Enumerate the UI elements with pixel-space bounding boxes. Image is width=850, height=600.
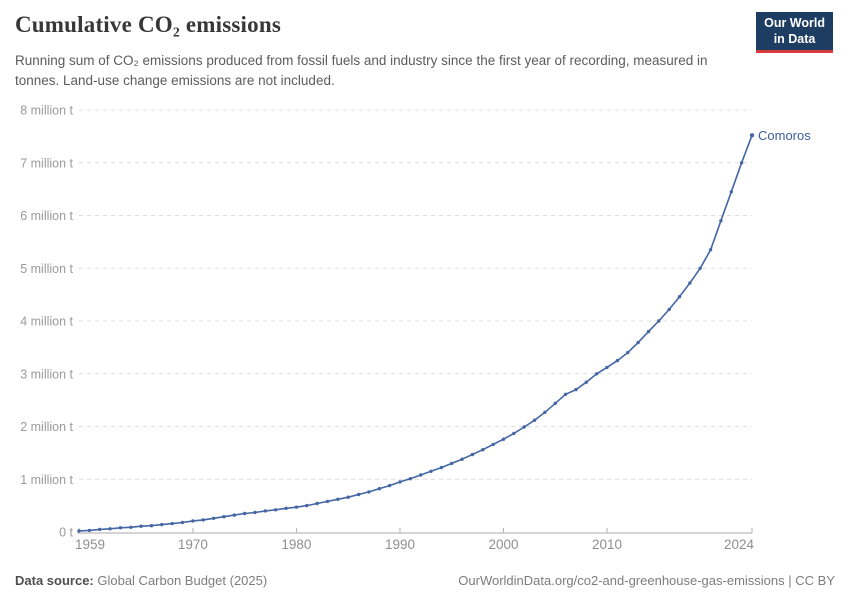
y-axis-label: 7 million t [20, 156, 73, 170]
data-point[interactable] [315, 501, 319, 506]
owid-logo-line1: Our World [764, 16, 825, 30]
x-axis-label: 1970 [178, 537, 208, 552]
data-point[interactable] [170, 521, 174, 526]
x-axis-label: 1980 [281, 537, 311, 552]
data-point[interactable] [367, 490, 371, 494]
data-point[interactable] [325, 499, 330, 504]
data-point[interactable] [626, 350, 630, 355]
data-point[interactable] [574, 387, 578, 392]
data-point[interactable] [263, 509, 268, 513]
data-point[interactable] [253, 510, 257, 515]
data-point[interactable] [222, 515, 226, 519]
y-axis-label: 1 million t [20, 473, 73, 487]
data-point[interactable] [346, 495, 350, 499]
chart-title: Cumulative CO₂ emissions [15, 12, 281, 37]
data-point[interactable] [305, 503, 309, 508]
y-axis-label: 5 million t [20, 262, 73, 276]
chart-subtitle: Running sum of CO₂ emissions produced fr… [15, 53, 708, 88]
y-axis-label: 0 t [59, 526, 73, 540]
data-point[interactable] [491, 442, 495, 447]
data-point[interactable] [501, 437, 506, 441]
data-point[interactable] [356, 492, 361, 497]
data-point[interactable] [739, 161, 744, 165]
data-point[interactable] [377, 487, 381, 491]
entity-label-comoros[interactable]: Comoros [758, 128, 811, 143]
data-point[interactable] [646, 329, 651, 334]
data-point[interactable] [719, 219, 723, 223]
x-axis-label: 2000 [488, 537, 518, 552]
y-axis-label: 3 million t [20, 367, 73, 381]
data-point[interactable] [139, 524, 143, 528]
footer-credit: OurWorldinData.org/co2-and-greenhouse-ga… [458, 573, 835, 588]
data-point[interactable] [336, 497, 340, 501]
data-point[interactable] [532, 418, 537, 422]
data-point[interactable] [605, 365, 609, 370]
footer-credit-link[interactable]: OurWorldinData.org/co2-and-greenhouse-ga… [458, 573, 785, 588]
series-line-comoros[interactable] [78, 135, 753, 532]
data-point[interactable] [191, 519, 195, 523]
data-point[interactable] [294, 505, 299, 509]
data-point[interactable] [450, 461, 454, 466]
data-point[interactable] [563, 392, 568, 396]
data-point[interactable] [688, 281, 692, 285]
data-point[interactable] [87, 528, 92, 533]
data-point[interactable] [657, 319, 661, 323]
data-point[interactable] [108, 527, 112, 531]
data-point[interactable] [698, 266, 702, 270]
data-point[interactable] [180, 520, 185, 525]
data-point[interactable] [481, 448, 485, 452]
x-axis-label: 2010 [592, 537, 622, 552]
data-point[interactable] [553, 401, 557, 405]
data-point[interactable] [595, 372, 599, 376]
data-point[interactable] [387, 483, 392, 488]
data-point[interactable] [512, 431, 516, 436]
data-point[interactable] [149, 524, 154, 528]
data-source: Data source: Global Carbon Budget (2025) [15, 573, 267, 588]
data-point[interactable] [201, 518, 205, 522]
data-point[interactable] [408, 477, 412, 481]
data-point[interactable] [129, 525, 133, 529]
data-point[interactable] [677, 295, 682, 299]
data-point[interactable] [543, 410, 547, 414]
data-point[interactable] [522, 425, 526, 429]
x-axis-label: 1990 [385, 537, 415, 552]
x-axis-label: 1959 [75, 537, 105, 552]
data-point[interactable] [243, 511, 247, 516]
data-point[interactable] [584, 380, 588, 384]
data-source-value: Global Carbon Budget (2025) [93, 573, 268, 588]
y-axis-label: 2 million t [20, 420, 73, 434]
data-point[interactable] [615, 358, 620, 363]
footer-license: | CC BY [784, 573, 835, 588]
data-point[interactable] [232, 513, 236, 517]
data-point[interactable] [708, 248, 713, 252]
y-axis-label: 6 million t [20, 209, 73, 223]
data-point[interactable] [729, 190, 733, 194]
data-point[interactable] [749, 133, 755, 138]
data-source-label: Data source: [15, 573, 94, 588]
data-point[interactable] [636, 340, 640, 345]
owid-logo-line2: in Data [773, 31, 816, 46]
data-point[interactable] [470, 452, 475, 457]
data-point[interactable] [98, 527, 102, 532]
data-point[interactable] [274, 508, 278, 512]
data-point[interactable] [460, 457, 464, 461]
data-point[interactable] [419, 473, 423, 477]
data-point[interactable] [211, 516, 216, 520]
data-point[interactable] [667, 307, 671, 312]
chart-footer: Data source: Global Carbon Budget (2025)… [15, 573, 835, 588]
data-point[interactable] [118, 526, 123, 530]
data-point[interactable] [439, 465, 444, 470]
y-axis-label: 4 million t [20, 315, 73, 329]
data-point[interactable] [284, 506, 288, 510]
data-point[interactable] [160, 522, 164, 527]
x-axis-label: 2024 [724, 537, 755, 552]
data-point[interactable] [398, 480, 402, 484]
owid-logo[interactable]: Our World in Data [756, 12, 833, 54]
data-point[interactable] [77, 529, 81, 533]
data-point[interactable] [429, 469, 433, 473]
y-axis-label: 8 million t [20, 104, 73, 118]
